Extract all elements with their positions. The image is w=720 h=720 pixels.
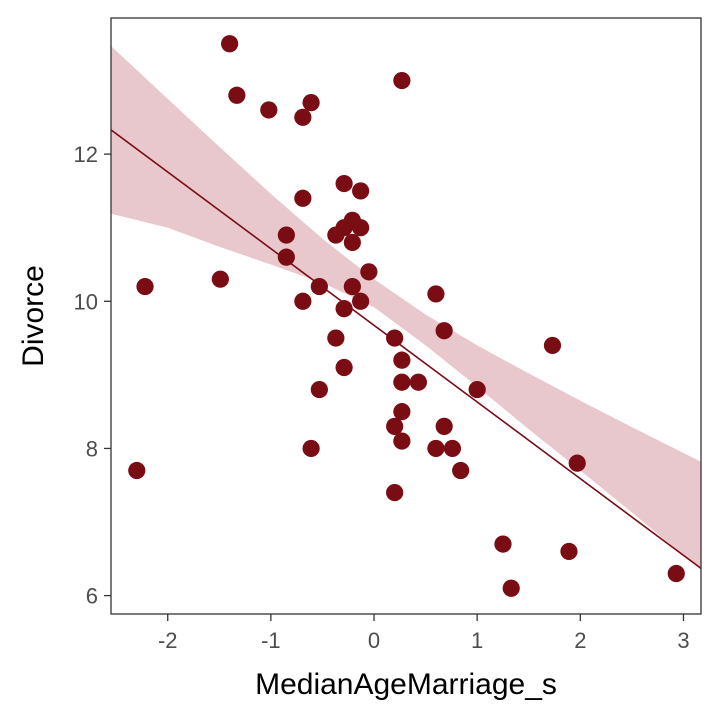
data-point xyxy=(228,86,246,104)
data-point xyxy=(335,174,353,193)
data-point xyxy=(128,461,146,480)
y-tick-label: 6 xyxy=(86,584,98,609)
x-axis-title: MedianAgeMarriage_s xyxy=(255,668,557,701)
data-point xyxy=(310,277,328,296)
data-point xyxy=(427,285,445,303)
data-point xyxy=(277,226,295,244)
data-point xyxy=(386,483,404,502)
data-point xyxy=(335,300,353,318)
data-point xyxy=(543,336,562,355)
data-point xyxy=(277,248,295,266)
data-point xyxy=(343,233,361,252)
data-point xyxy=(468,380,486,399)
y-tick-label: 12 xyxy=(74,142,98,167)
data-point xyxy=(667,564,685,583)
data-point xyxy=(409,373,427,391)
data-point xyxy=(435,417,453,435)
x-axis-ticks: -2 -1 0 1 2 3 xyxy=(158,614,690,653)
data-point xyxy=(393,373,411,391)
data-point xyxy=(386,417,404,435)
data-point xyxy=(327,329,345,347)
data-point xyxy=(302,94,320,112)
regression-line xyxy=(111,129,701,570)
x-tick-label: 0 xyxy=(368,628,380,653)
y-axis-title: Divorce xyxy=(17,265,50,367)
data-point xyxy=(393,71,411,90)
x-tick-label: 1 xyxy=(471,628,483,653)
data-point xyxy=(393,432,411,450)
x-tick-label: 3 xyxy=(677,628,689,653)
data-point xyxy=(352,219,370,237)
data-point xyxy=(352,182,370,200)
confidence-band xyxy=(111,46,701,570)
data-point xyxy=(393,351,411,369)
data-point xyxy=(427,439,445,458)
data-point xyxy=(310,380,328,399)
data-point xyxy=(136,277,154,296)
data-point xyxy=(360,263,378,281)
y-axis-ticks: 6 8 10 12 xyxy=(74,142,111,609)
data-point xyxy=(260,101,278,119)
data-point xyxy=(352,292,370,310)
data-point xyxy=(443,439,462,458)
plot-panel-border xyxy=(110,17,702,615)
y-tick-label: 10 xyxy=(74,289,98,314)
data-point xyxy=(335,358,353,377)
data-point xyxy=(294,108,312,126)
data-point xyxy=(302,439,320,458)
data-point xyxy=(294,292,312,310)
data-point xyxy=(211,270,229,288)
y-tick-label: 8 xyxy=(86,436,98,461)
data-point xyxy=(386,329,404,347)
data-points xyxy=(128,35,685,597)
x-tick-label: 2 xyxy=(574,628,586,653)
x-tick-label: -1 xyxy=(261,628,281,653)
data-point xyxy=(393,403,411,421)
data-point xyxy=(435,322,453,340)
data-point xyxy=(502,579,520,597)
data-point xyxy=(294,189,312,207)
data-point xyxy=(327,226,345,244)
x-tick-label: -2 xyxy=(158,628,178,653)
data-point xyxy=(221,35,239,53)
data-point xyxy=(494,535,512,553)
data-point xyxy=(343,277,361,296)
data-point xyxy=(452,461,470,480)
data-point xyxy=(560,542,578,561)
data-point xyxy=(568,454,586,472)
